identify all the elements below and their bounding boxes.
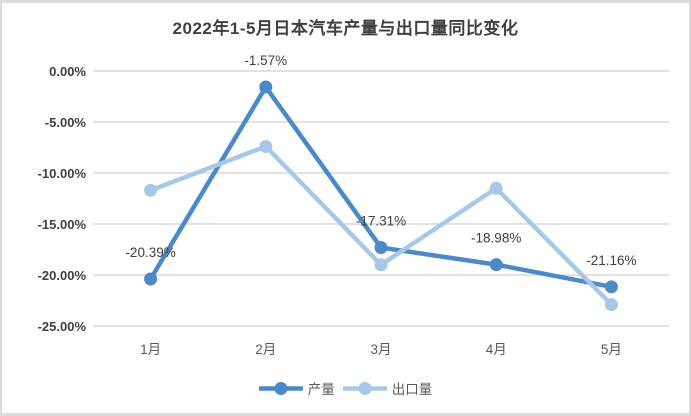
line-chart-plot-area: 0.00% -5.00% -10.00% -15.00% -20.00% -25.00% 1… [38,53,669,357]
y-tick-label: -15.00% [38,217,87,232]
x-axis-label: 5月 [601,342,622,357]
data-label: -17.31% [356,214,406,229]
y-tick-label: -20.00% [38,268,87,283]
data-label: -1.57% [244,53,287,68]
y-tick-label: -5.00% [45,115,87,130]
y-tick-label: -10.00% [38,166,87,181]
legend-label-export: 出口量 [391,382,433,397]
legend-label-production: 产量 [307,382,335,397]
production-legend-marker-icon [258,381,303,395]
export-marker [144,183,158,197]
export-legend-marker-icon [342,381,387,395]
x-axis-label: 4月 [486,342,507,357]
export-marker [489,181,503,195]
production-marker [604,280,618,294]
x-axis-label: 2月 [255,342,276,357]
production-line [148,84,614,290]
chart-legend: 产量 出口量 [2,379,689,397]
data-label: -18.98% [471,231,521,246]
x-axis-label: 1月 [140,342,161,357]
y-tick-label: -25.00% [38,319,87,334]
production-marker [259,80,273,94]
production-marker [374,241,388,255]
production-marker [144,272,158,286]
x-axis-label: 3月 [370,342,391,357]
export-marker [259,139,273,153]
y-tick-label: 0.00% [49,64,86,79]
production-marker [489,258,503,272]
export-marker [374,258,388,272]
export-marker [604,298,618,312]
legend-item-production: 产量 [258,378,335,398]
data-label: -21.16% [586,253,636,268]
legend-item-export: 出口量 [342,378,433,398]
data-label: -20.39% [125,245,175,260]
chart-title: 2022年1-5月日本汽车产量与出口量同比变化 [172,19,519,38]
